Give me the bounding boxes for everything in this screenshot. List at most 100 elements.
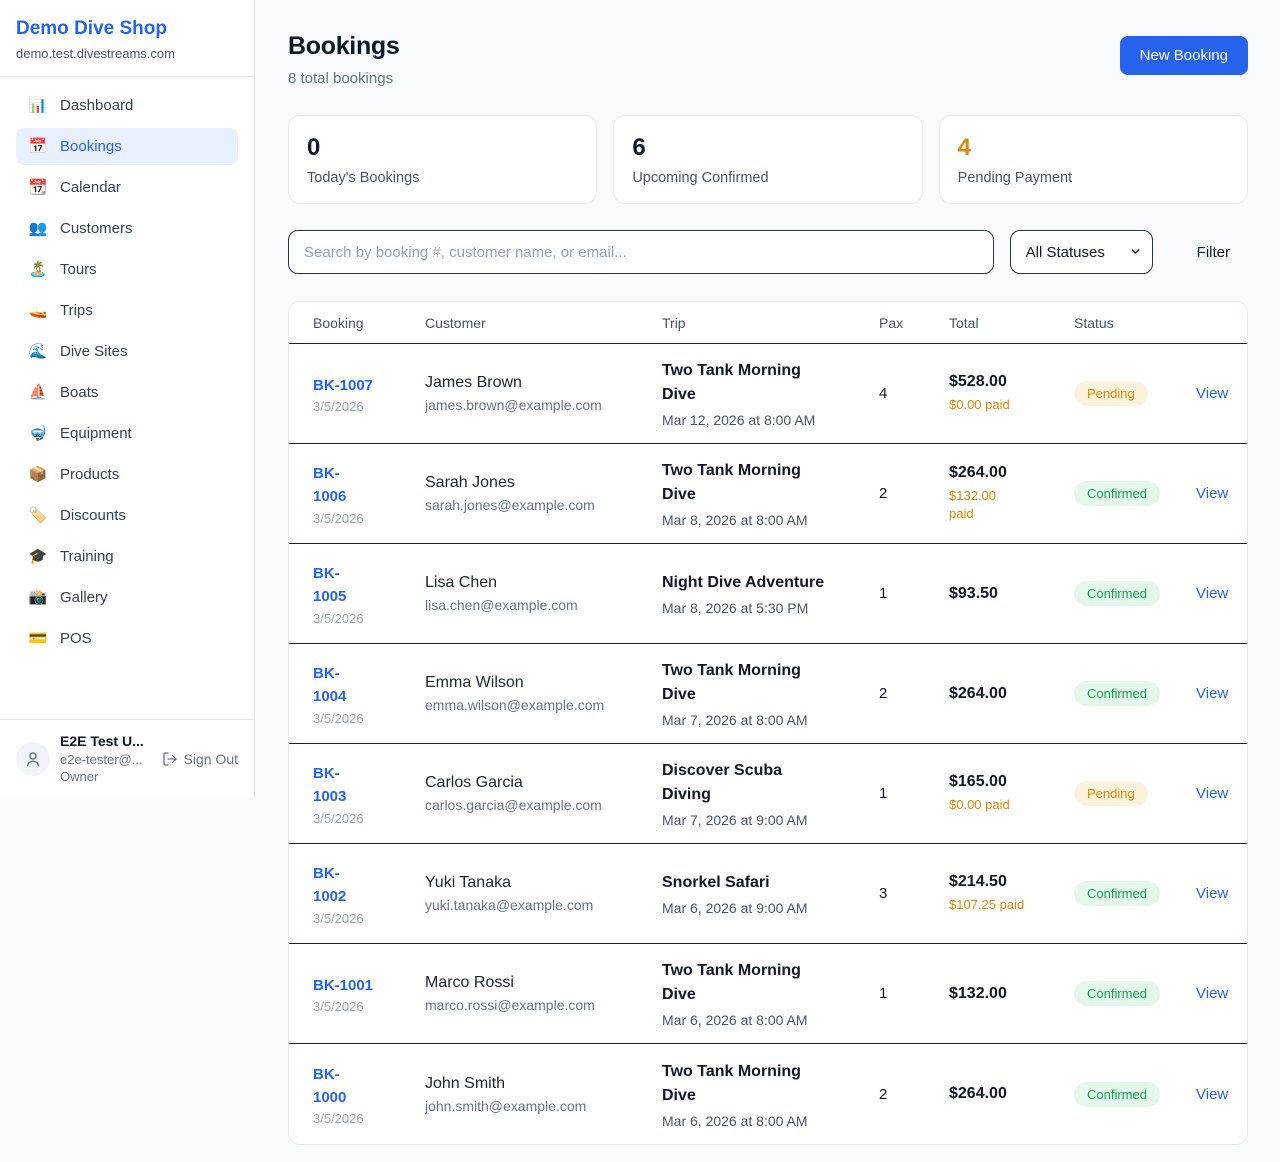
- view-link[interactable]: View: [1196, 1085, 1229, 1103]
- booking-id-link[interactable]: BK-1001: [313, 976, 374, 994]
- booking-cell: BK- 1005 3/5/2026: [313, 562, 425, 626]
- booking-id-link[interactable]: BK- 1006: [313, 465, 347, 506]
- status-cell: Confirmed: [1074, 681, 1196, 707]
- booking-id-link[interactable]: BK-1007: [313, 376, 374, 394]
- table-body: BK-1007 3/5/2026 James Brown james.brown…: [289, 344, 1247, 1144]
- sidebar-item-training[interactable]: 🎓 Training: [16, 538, 238, 575]
- customer-email: sarah.jones@example.com: [425, 497, 595, 514]
- sidebar-item-calendar[interactable]: 📆 Calendar: [16, 169, 238, 206]
- column-header: Trip: [662, 314, 686, 331]
- sidebar-item-products[interactable]: 📦 Products: [16, 456, 238, 493]
- customer-email: john.smith@example.com: [425, 1097, 587, 1114]
- view-link[interactable]: View: [1196, 785, 1229, 803]
- sidebar-item-boats[interactable]: ⛵ Boats: [16, 374, 238, 411]
- status-cell: Pending: [1074, 781, 1196, 807]
- stat-value: 4: [957, 134, 972, 161]
- booking-cell: BK- 1006 3/5/2026: [313, 462, 425, 526]
- user-role: Owner: [60, 769, 99, 785]
- sailboat-icon: ⛵: [28, 384, 48, 401]
- view-link[interactable]: View: [1196, 985, 1229, 1003]
- pax-count: 2: [879, 485, 888, 503]
- view-link[interactable]: View: [1196, 485, 1229, 503]
- sidebar-item-pos[interactable]: 💳 POS: [16, 620, 238, 657]
- total-amount: $528.00: [949, 372, 1007, 390]
- credit-card-icon: 💳: [28, 630, 48, 647]
- customer-email: marco.rossi@example.com: [425, 997, 595, 1014]
- booking-id-link[interactable]: BK- 1000: [313, 1065, 347, 1106]
- booking-id-link[interactable]: BK- 1003: [313, 765, 347, 806]
- table-row: BK- 1005 3/5/2026 Lisa Chen lisa.chen@ex…: [289, 544, 1247, 645]
- trip-cell: Two Tank Morning Dive Mar 7, 2026 at 8:0…: [662, 659, 879, 728]
- sidebar-item-dive-sites[interactable]: 🌊 Dive Sites: [16, 333, 238, 370]
- sidebar-item-gallery[interactable]: 📸 Gallery: [16, 579, 238, 616]
- search-input[interactable]: [288, 230, 994, 275]
- trip-name: Two Tank Morning Dive: [662, 362, 801, 404]
- booking-id-link[interactable]: BK- 1005: [313, 565, 347, 606]
- pax-count: 1: [879, 585, 888, 603]
- sidebar: Demo Dive Shop demo.test.divestreams.com…: [0, 0, 255, 798]
- user-name: E2E Test U...: [60, 733, 144, 750]
- sidebar-item-label: Training: [60, 548, 114, 565]
- customer-email: carlos.garcia@example.com: [425, 797, 602, 814]
- customer-name: Carlos Garcia: [425, 774, 523, 792]
- sidebar-item-label: Boats: [60, 384, 99, 401]
- stat-value: 0: [307, 134, 321, 161]
- paid-amount: $0.00 paid: [949, 396, 1010, 412]
- booking-cell: BK-1001 3/5/2026: [313, 974, 425, 1014]
- booking-id-link[interactable]: BK- 1002: [313, 865, 347, 906]
- status-badge: Confirmed: [1074, 481, 1160, 507]
- view-link[interactable]: View: [1196, 685, 1229, 703]
- status-badge: Confirmed: [1074, 681, 1160, 707]
- trip-datetime: Mar 8, 2026 at 5:30 PM: [662, 600, 809, 617]
- booking-date: 3/5/2026: [313, 810, 364, 826]
- calendar-17-icon: 📅: [28, 138, 48, 155]
- stat-card: 6 Upcoming Confirmed: [613, 115, 923, 205]
- sidebar-item-tours[interactable]: 🏝️ Tours: [16, 251, 238, 288]
- table-row: BK- 1000 3/5/2026 John Smith john.smith@…: [289, 1044, 1247, 1144]
- sidebar-item-discounts[interactable]: 🏷️ Discounts: [16, 497, 238, 534]
- booking-id-link[interactable]: BK- 1004: [313, 665, 347, 706]
- sidebar-item-dashboard[interactable]: 📊 Dashboard: [16, 87, 238, 124]
- total-amount: $93.50: [949, 584, 998, 602]
- total-cell: $93.50: [949, 585, 1074, 603]
- pax-count: 3: [879, 885, 888, 903]
- view-link[interactable]: View: [1196, 585, 1229, 603]
- island-icon: 🏝️: [28, 261, 48, 278]
- new-booking-button[interactable]: New Booking: [1119, 36, 1248, 75]
- status-cell: Confirmed: [1074, 481, 1196, 507]
- main-content: Bookings 8 total bookings New Booking 0 …: [255, 0, 1280, 1146]
- sidebar-item-trips[interactable]: 🚤 Trips: [16, 292, 238, 329]
- sidebar-item-label: Products: [60, 466, 120, 483]
- total-amount: $264.00: [949, 463, 1007, 481]
- people-icon: 👥: [28, 220, 48, 237]
- sidebar-item-customers[interactable]: 👥 Customers: [16, 210, 238, 247]
- sidebar-item-label: Dashboard: [60, 97, 134, 114]
- total-amount: $264.00: [949, 684, 1007, 702]
- sidebar-item-label: Discounts: [60, 507, 126, 524]
- filter-row: All Statuses Filter: [288, 230, 1248, 275]
- view-link[interactable]: View: [1196, 885, 1229, 903]
- booking-date: 3/5/2026: [313, 510, 364, 526]
- sidebar-item-bookings[interactable]: 📅 Bookings: [16, 128, 238, 165]
- table-row: BK-1001 3/5/2026 Marco Rossi marco.rossi…: [289, 944, 1247, 1045]
- customer-name: James Brown: [425, 374, 522, 392]
- package-icon: 📦: [28, 466, 48, 483]
- trip-name: Two Tank Morning Dive: [662, 662, 801, 704]
- sidebar-item-label: Dive Sites: [60, 343, 128, 360]
- status-cell: Confirmed: [1074, 981, 1196, 1007]
- page-header: Bookings 8 total bookings New Booking: [288, 32, 1248, 87]
- trip-datetime: Mar 6, 2026 at 8:00 AM: [662, 1112, 808, 1129]
- diving-mask-icon: 🤿: [28, 425, 48, 442]
- sidebar-item-label: POS: [60, 630, 92, 647]
- customer-cell: Sarah Jones sarah.jones@example.com: [425, 474, 662, 513]
- booking-cell: BK- 1000 3/5/2026: [313, 1063, 425, 1127]
- total-amount: $132.00: [949, 984, 1007, 1002]
- sidebar-item-equipment[interactable]: 🤿 Equipment: [16, 415, 238, 452]
- view-link[interactable]: View: [1196, 385, 1229, 403]
- customer-name: Emma Wilson: [425, 674, 524, 692]
- filter-button[interactable]: Filter: [1179, 234, 1248, 271]
- sign-out-button[interactable]: Sign Out: [162, 751, 238, 767]
- status-select[interactable]: All Statuses: [1009, 230, 1153, 275]
- status-badge: Confirmed: [1074, 881, 1160, 907]
- booking-date: 3/5/2026: [313, 1111, 364, 1127]
